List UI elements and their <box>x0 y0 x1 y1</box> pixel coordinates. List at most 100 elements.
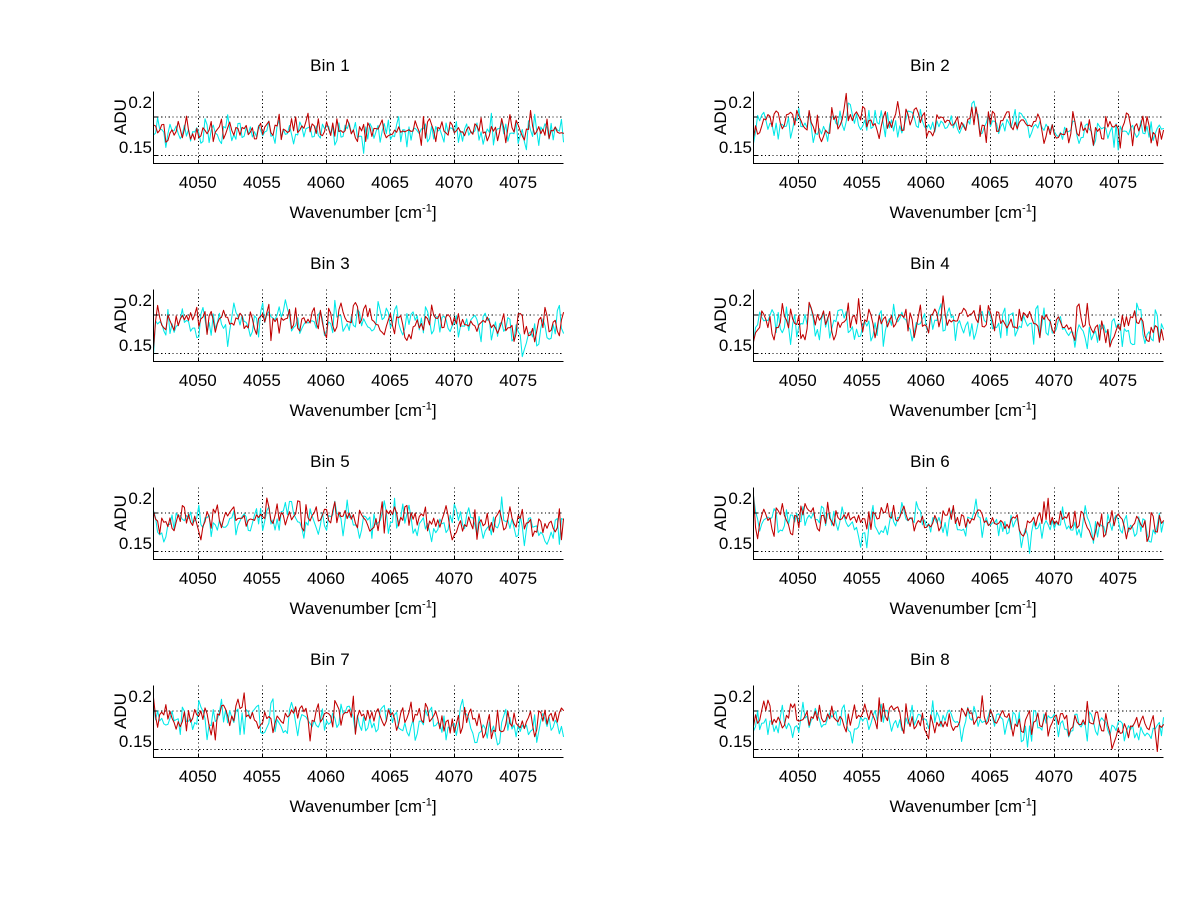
x-tick-label: 4065 <box>371 767 409 786</box>
x-axis-label-exponent: -1 <box>1022 202 1032 215</box>
x-tick-label: 4050 <box>778 173 817 192</box>
y-tick-label: 0.15 <box>118 732 152 751</box>
axis-lines <box>753 91 1164 165</box>
axis-lines <box>753 487 1164 561</box>
panel-title: Bin 3 <box>310 254 350 273</box>
x-tick-label: 4060 <box>307 569 345 588</box>
y-tick-label: 0.2 <box>728 291 752 310</box>
x-tick-label: 4070 <box>435 371 474 390</box>
plot-area: ADU 0.2 0.15 4050 4055 4060 4065 4070 4075 Wavenu… <box>111 289 565 420</box>
x-tick-labels: 4050 4055 4060 4065 4070 4075 <box>148 767 568 789</box>
y-tick-label: 0.2 <box>728 489 752 508</box>
x-tick-label: 4070 <box>1035 173 1074 192</box>
x-axis-label-tail: ] <box>1031 797 1037 816</box>
x-tick-label: 4060 <box>907 173 945 192</box>
x-tick-label: 4055 <box>842 371 881 390</box>
x-tick-labels: 4050 4055 4060 4065 4070 4075 <box>148 371 568 393</box>
x-axis-label-exponent: -1 <box>1022 796 1032 809</box>
x-tick-label: 4075 <box>499 767 538 786</box>
x-tick-label: 4060 <box>907 569 945 588</box>
panel-title: Bin 5 <box>310 452 350 471</box>
panel-title: Bin 2 <box>910 56 950 75</box>
y-tick-label: 0.2 <box>728 687 752 706</box>
x-tick-label: 4075 <box>499 569 538 588</box>
x-tick-label: 4065 <box>371 173 409 192</box>
x-tick-label: 4075 <box>1099 767 1138 786</box>
panel-title: Bin 7 <box>310 650 350 669</box>
x-tick-label: 4065 <box>971 569 1009 588</box>
data-trace-red <box>753 92 1165 149</box>
x-axis-label: Wavenumber [cm-1] <box>93 599 633 619</box>
x-tick-label: 4060 <box>907 371 945 390</box>
x-axis-label-text: Wavenumber [cm <box>289 401 423 420</box>
subplot-panel: Bin 6 ADU 0.2 0.15 4050 4055 4060 4065 4070 4075 W… <box>660 446 1200 644</box>
subplot-panel: Bin 4 ADU 0.2 0.15 4050 4055 4060 4065 4070 4075 W… <box>660 248 1200 446</box>
y-tick-label: 0.15 <box>718 534 752 553</box>
panel-title: Bin 6 <box>910 452 950 471</box>
x-axis-label-tail: ] <box>431 797 437 816</box>
x-tick-label: 4070 <box>1035 569 1074 588</box>
plot-area: ADU 0.2 0.15 4050 4055 4060 4065 4070 4075 Wavenu… <box>711 487 1165 618</box>
x-axis-label-exponent: -1 <box>422 796 432 809</box>
data-trace-red <box>753 495 1165 543</box>
subplot-panel: Bin 1 ADU 0.2 0.15 4050 4055 4060 4065 4070 4075 W… <box>60 50 600 248</box>
subplot-panel: Bin 8 ADU 0.2 0.15 4050 4055 4060 4065 4070 4075 W… <box>660 644 1200 842</box>
x-axis-label: Wavenumber [cm-1] <box>693 599 1200 619</box>
panel-title: Bin 1 <box>310 56 350 75</box>
x-tick-label: 4075 <box>1099 173 1138 192</box>
x-axis-label: Wavenumber [cm-1] <box>93 797 633 817</box>
x-axis-label-tail: ] <box>1031 599 1037 618</box>
x-axis-label-tail: ] <box>431 599 437 618</box>
x-axis-label-exponent: -1 <box>1022 400 1032 413</box>
x-axis-label-tail: ] <box>1031 401 1037 420</box>
plot-canvas <box>753 685 1165 759</box>
x-tick-labels: 4050 4055 4060 4065 4070 4075 <box>148 173 568 195</box>
x-tick-label: 4050 <box>778 767 817 786</box>
plot-canvas <box>753 487 1165 561</box>
y-tick-label: 0.15 <box>118 534 152 553</box>
x-tick-label: 4055 <box>242 173 281 192</box>
y-tick-label: 0.2 <box>128 687 152 706</box>
x-axis-label-tail: ] <box>1031 203 1037 222</box>
x-tick-label: 4065 <box>971 173 1009 192</box>
subplot-panel: Bin 7 ADU 0.2 0.15 4050 4055 4060 4065 4070 4075 W… <box>60 644 600 842</box>
y-tick-label: 0.2 <box>128 291 152 310</box>
data-trace-red <box>153 109 565 146</box>
x-axis-label: Wavenumber [cm-1] <box>693 203 1200 223</box>
x-tick-label: 4055 <box>842 569 881 588</box>
plot-canvas <box>753 91 1165 165</box>
data-trace-cyan <box>753 700 1165 748</box>
x-axis-label-tail: ] <box>431 401 437 420</box>
x-tick-label: 4070 <box>435 173 474 192</box>
y-tick-label: 0.15 <box>118 336 152 355</box>
x-axis-label-text: Wavenumber [cm <box>889 599 1023 618</box>
x-tick-label: 4065 <box>371 569 409 588</box>
x-axis-label-text: Wavenumber [cm <box>289 599 423 618</box>
x-tick-labels: 4050 4055 4060 4065 4070 4075 <box>748 569 1168 591</box>
y-tick-label: 0.2 <box>728 93 752 112</box>
x-tick-label: 4070 <box>435 767 474 786</box>
x-tick-labels: 4050 4055 4060 4065 4070 4075 <box>148 569 568 591</box>
x-tick-label: 4050 <box>178 569 217 588</box>
x-tick-label: 4070 <box>435 569 474 588</box>
axis-lines <box>153 91 564 165</box>
plot-area: ADU 0.2 0.15 4050 4055 4060 4065 4070 4075 Wavenu… <box>711 685 1165 816</box>
x-tick-labels: 4050 4055 4060 4065 4070 4075 <box>748 173 1168 195</box>
x-tick-label: 4050 <box>178 767 217 786</box>
x-tick-label: 4055 <box>242 767 281 786</box>
x-axis-label-text: Wavenumber [cm <box>889 797 1023 816</box>
subplot-panel: Bin 3 ADU 0.2 0.15 4050 4055 4060 4065 4070 4075 W… <box>60 248 600 446</box>
x-tick-labels: 4050 4055 4060 4065 4070 4075 <box>748 767 1168 789</box>
x-axis-label-text: Wavenumber [cm <box>889 203 1023 222</box>
x-tick-label: 4055 <box>242 569 281 588</box>
data-trace-cyan <box>753 495 1165 554</box>
axis-lines <box>153 487 564 561</box>
x-tick-label: 4065 <box>971 767 1009 786</box>
x-tick-label: 4075 <box>499 371 538 390</box>
x-axis-label: Wavenumber [cm-1] <box>693 401 1200 421</box>
x-tick-label: 4075 <box>1099 569 1138 588</box>
x-axis-label-text: Wavenumber [cm <box>289 797 423 816</box>
axis-lines <box>753 685 1164 759</box>
x-tick-label: 4060 <box>307 173 345 192</box>
